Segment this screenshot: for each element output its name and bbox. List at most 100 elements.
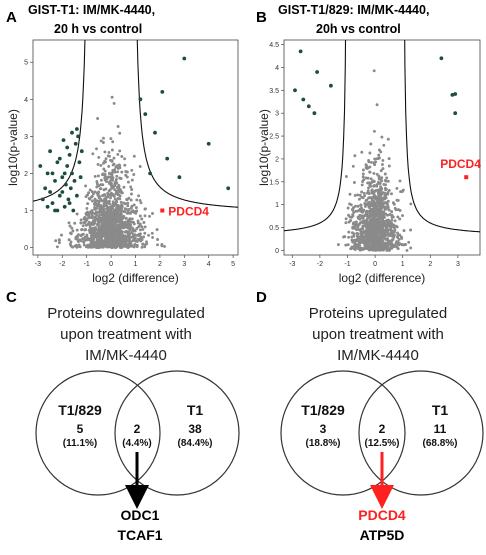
background-point bbox=[124, 216, 128, 220]
background-point bbox=[344, 175, 348, 178]
background-point bbox=[84, 223, 88, 227]
background-point bbox=[361, 247, 365, 251]
background-point bbox=[366, 181, 370, 185]
significance-curve bbox=[33, 40, 86, 202]
y-tick-label: 3 bbox=[24, 134, 28, 141]
background-point bbox=[138, 233, 142, 237]
background-point bbox=[370, 189, 374, 193]
background-point bbox=[129, 198, 133, 202]
significant-point bbox=[153, 130, 157, 135]
background-point bbox=[100, 222, 104, 226]
background-point bbox=[116, 223, 120, 227]
significant-point bbox=[453, 92, 458, 96]
background-point bbox=[139, 236, 143, 240]
background-point bbox=[360, 214, 364, 218]
background-point bbox=[349, 203, 353, 207]
panel-b: B GIST-T1/829: IM/MK-4440, 20h vs contro… bbox=[256, 3, 481, 285]
background-point bbox=[93, 215, 97, 219]
x-tick-label: -2 bbox=[59, 261, 65, 268]
background-point bbox=[90, 195, 93, 199]
background-point bbox=[390, 246, 394, 250]
background-point bbox=[123, 244, 127, 248]
background-point bbox=[96, 174, 100, 178]
significant-point bbox=[38, 164, 43, 168]
background-point bbox=[361, 180, 365, 183]
background-point bbox=[395, 225, 399, 229]
y-tick-label: 4 bbox=[24, 97, 28, 104]
background-point bbox=[397, 237, 401, 241]
background-point bbox=[372, 184, 376, 188]
background-point bbox=[394, 241, 398, 245]
background-point bbox=[118, 197, 122, 201]
y-tick-label: 2.5 bbox=[269, 134, 279, 141]
background-point bbox=[374, 212, 378, 216]
background-point bbox=[115, 231, 119, 235]
background-point bbox=[344, 221, 348, 225]
background-point bbox=[361, 239, 365, 243]
background-point bbox=[107, 201, 110, 205]
background-point bbox=[405, 248, 409, 252]
background-point bbox=[365, 198, 369, 202]
background-point bbox=[120, 204, 124, 208]
background-point bbox=[401, 214, 404, 218]
y-tick-label: 3 bbox=[275, 111, 279, 118]
background-point bbox=[88, 188, 92, 192]
x-tick-label: 3 bbox=[182, 261, 186, 268]
background-point bbox=[95, 180, 99, 184]
background-point bbox=[100, 242, 103, 246]
background-point bbox=[101, 172, 105, 176]
background-point bbox=[130, 168, 134, 172]
background-point bbox=[79, 234, 83, 238]
background-point bbox=[96, 117, 100, 120]
background-point bbox=[83, 239, 87, 243]
background-point bbox=[380, 163, 384, 166]
background-point bbox=[83, 220, 87, 224]
background-point bbox=[102, 204, 106, 208]
venn-d-set-name-t1: T1 bbox=[432, 402, 449, 418]
venn-c-count-intersection: 2 bbox=[134, 422, 141, 436]
background-point bbox=[127, 243, 131, 247]
background-point bbox=[354, 243, 358, 247]
background-point bbox=[132, 222, 136, 226]
background-point bbox=[156, 243, 159, 247]
background-point bbox=[85, 211, 89, 215]
background-point bbox=[370, 240, 374, 244]
y-tick-label: 0.5 bbox=[269, 225, 279, 232]
panel-a-title-line1: GIST-T1: IM/MK-4440, bbox=[28, 3, 155, 17]
background-point bbox=[109, 243, 113, 247]
background-point bbox=[130, 188, 134, 191]
background-point bbox=[356, 193, 360, 197]
background-point bbox=[105, 244, 109, 247]
background-point bbox=[88, 225, 92, 229]
background-point bbox=[125, 198, 129, 202]
pdcd4-point bbox=[464, 175, 469, 180]
background-point bbox=[110, 237, 114, 241]
background-point bbox=[383, 201, 387, 205]
background-point bbox=[163, 244, 166, 248]
background-point bbox=[95, 206, 99, 210]
panel-b-title-line1: GIST-T1/829: IM/MK-4440, bbox=[278, 3, 429, 17]
x-tick-label: -2 bbox=[317, 261, 323, 268]
background-point bbox=[125, 242, 128, 246]
background-point bbox=[116, 152, 120, 156]
background-point bbox=[367, 192, 371, 196]
background-point bbox=[372, 69, 376, 73]
background-point bbox=[372, 180, 376, 183]
background-point bbox=[386, 204, 390, 207]
background-point bbox=[384, 196, 388, 200]
background-point bbox=[93, 174, 97, 178]
significant-point bbox=[53, 208, 57, 213]
background-point bbox=[150, 231, 154, 235]
significance-curve bbox=[136, 40, 238, 208]
x-tick-label: 2 bbox=[158, 261, 162, 268]
background-point bbox=[127, 236, 131, 239]
background-point bbox=[365, 217, 369, 221]
background-point bbox=[60, 233, 63, 237]
background-point bbox=[109, 232, 113, 236]
background-point bbox=[139, 239, 143, 243]
background-point bbox=[383, 205, 387, 209]
x-tick-label: 5 bbox=[231, 261, 235, 268]
background-point bbox=[391, 224, 395, 227]
background-point bbox=[373, 230, 376, 234]
background-point bbox=[358, 193, 362, 197]
